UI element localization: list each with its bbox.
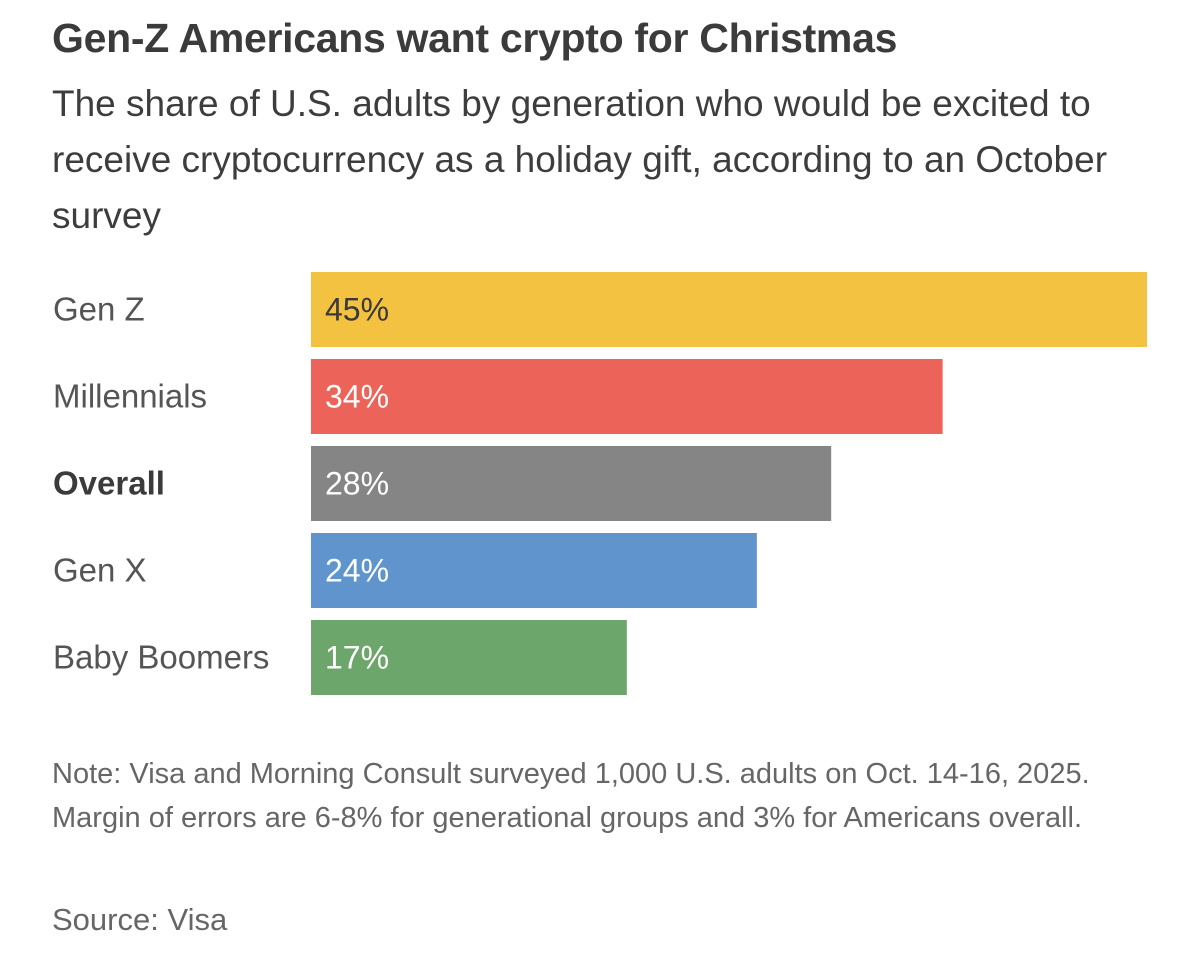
category-label-gen-x: Gen X — [53, 552, 147, 589]
bar-millennials — [311, 359, 943, 434]
value-label-gen-x: 24% — [325, 553, 389, 589]
category-label-gen-z: Gen Z — [53, 291, 145, 328]
category-label-millennials: Millennials — [53, 378, 207, 415]
chart-note: Note: Visa and Morning Consult surveyed … — [52, 752, 1162, 840]
category-label-overall: Overall — [53, 465, 165, 502]
bar-gen-z — [311, 272, 1147, 347]
chart-source: Source: Visa — [52, 898, 227, 942]
chart-title: Gen-Z Americans want crypto for Christma… — [52, 10, 1162, 66]
value-label-gen-z: 45% — [325, 292, 389, 328]
value-label-baby-boomers: 17% — [325, 640, 389, 676]
value-label-millennials: 34% — [325, 379, 389, 415]
bar-chart: Gen Z 45% Millennials 34% Overall 28% Gen X 24%… — [0, 250, 1200, 720]
value-label-overall: 28% — [325, 466, 389, 502]
chart-subtitle: The share of U.S. adults by generation w… — [52, 76, 1162, 244]
category-label-baby-boomers: Baby Boomers — [53, 639, 269, 676]
